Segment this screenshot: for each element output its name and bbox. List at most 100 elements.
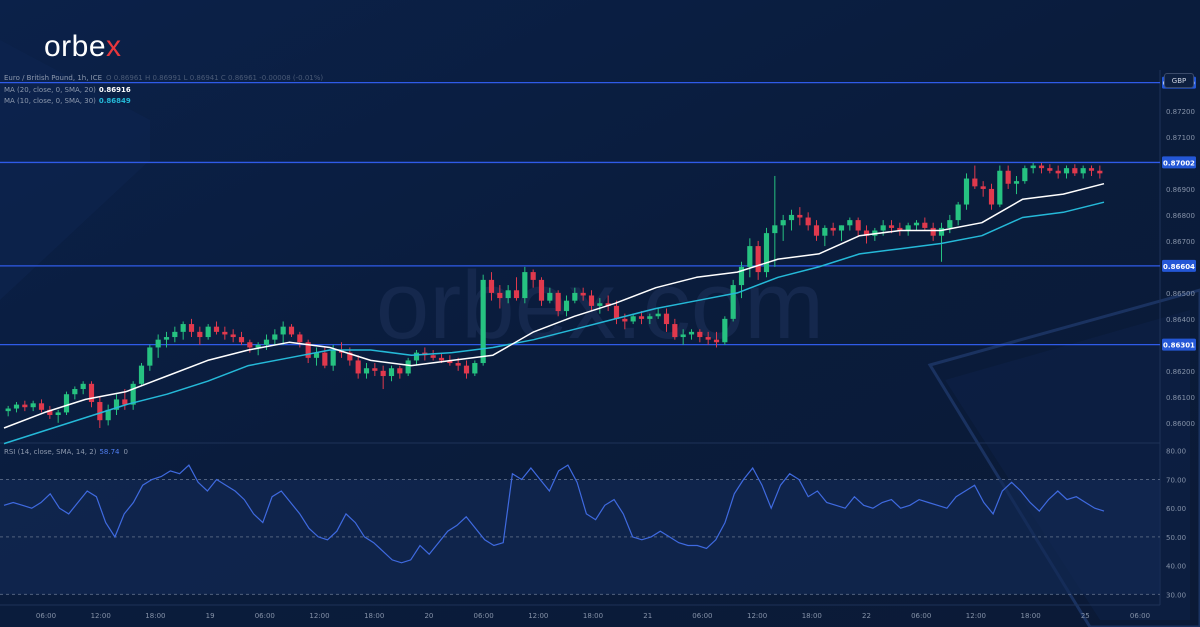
candle-body (197, 331, 203, 338)
candle-body (647, 316, 653, 319)
candle-body (163, 337, 170, 340)
price-tick-label: 0.86100 (1166, 394, 1195, 402)
candle-body (755, 246, 761, 273)
ma20-info: MA (20, close, 0, SMA, 20) 0.86916 (4, 86, 131, 94)
candle-body (605, 303, 611, 306)
candle-body (105, 409, 111, 421)
candle-body (447, 360, 453, 364)
candle-body (355, 360, 361, 374)
candle-body (530, 272, 536, 280)
candle-body (747, 246, 753, 267)
candle-body (455, 363, 461, 366)
ma10-info: MA (10, close, 0, SMA, 30) 0.86849 (4, 97, 131, 105)
candle-body (913, 222, 920, 226)
ma20-line (3, 182, 1105, 429)
candle-body (247, 342, 253, 348)
candle-body (905, 225, 911, 231)
candle-body (830, 227, 836, 231)
candle-body (938, 227, 945, 236)
candle-body (313, 352, 320, 358)
candle-body (405, 360, 411, 374)
candle-body (297, 334, 303, 343)
price-tick-label: 0.86000 (1166, 420, 1195, 428)
candle-body (205, 326, 211, 338)
candle-body (305, 342, 311, 358)
candle-body (1005, 170, 1011, 184)
time-tick-label: 06:00 (1130, 612, 1150, 620)
time-tick-label: 12:00 (528, 612, 548, 620)
candle-body (955, 204, 961, 221)
candle-body (388, 368, 395, 377)
candle-body (1080, 168, 1086, 174)
candle-body (180, 324, 186, 332)
currency-button[interactable]: GBP (1164, 73, 1194, 88)
candle-body (288, 326, 295, 335)
candle-body (505, 290, 511, 299)
candle-body (1055, 170, 1061, 174)
candle-body (580, 292, 586, 296)
candle-body (72, 389, 78, 395)
time-tick-label: 22 (862, 612, 871, 620)
candle-body (1088, 168, 1095, 171)
candle-body (788, 214, 795, 221)
rsi-extra: 0 (123, 448, 128, 456)
candle-body (880, 225, 886, 231)
symbol-info: Euro / British Pound, 1h, ICE O 0.86961 H… (4, 74, 323, 82)
candle-body (1030, 165, 1036, 169)
time-tick-label: 18:00 (1021, 612, 1041, 620)
candle-body (1072, 168, 1078, 174)
candle-body (680, 334, 686, 338)
candle-body (463, 365, 470, 374)
time-tick-label: 12:00 (747, 612, 767, 620)
candle-body (438, 357, 445, 361)
time-tick-label: 20 (424, 612, 433, 620)
candle-body (638, 316, 645, 319)
candle-body (738, 266, 745, 286)
candle-body (947, 220, 953, 228)
candle-body (713, 339, 720, 343)
candle-body (330, 350, 336, 366)
ohlc-values: O 0.86961 H 0.86991 L 0.86941 C 0.86961 … (106, 74, 324, 82)
ma20-value: 0.86916 (98, 86, 131, 94)
candle-body (572, 292, 578, 301)
candle-body (688, 331, 695, 335)
time-tick-label: 06:00 (255, 612, 275, 620)
candle-body (547, 292, 553, 301)
candle-body (263, 339, 270, 345)
ma10-value: 0.86849 (98, 97, 131, 105)
candle-body (230, 334, 236, 338)
candle-body (997, 170, 1003, 205)
candle-body (347, 352, 353, 361)
candle-body (563, 300, 570, 312)
candle-body (322, 352, 328, 366)
candle-body (480, 279, 486, 364)
rsi-line (3, 464, 1105, 564)
candle-body (772, 225, 778, 234)
ma10-line (3, 201, 1105, 445)
candle-body (55, 412, 61, 416)
candle-body (655, 313, 661, 317)
candle-body (372, 368, 378, 371)
level-badge (1162, 338, 1196, 351)
candle-body (80, 383, 86, 390)
candle-body (5, 408, 11, 412)
time-tick-label: 12:00 (966, 612, 986, 620)
rsi-tick-label: 80.00 (1166, 448, 1186, 456)
candle-body (847, 220, 853, 226)
candle-body (472, 363, 478, 374)
candle-body (1063, 168, 1070, 174)
price-tick-label: 0.86200 (1166, 368, 1195, 376)
candle-body (1047, 168, 1053, 171)
candle-body (697, 331, 703, 338)
symbol-label: Euro / British Pound, 1h, ICE (4, 74, 103, 82)
candle-body (797, 214, 803, 218)
candle-body (730, 285, 736, 319)
price-tick-label: 0.86700 (1166, 238, 1195, 246)
level-value: 0.86604 (1163, 263, 1195, 271)
candle-body (222, 331, 228, 335)
rsi-label: RSI (14, close, SMA, 14, 2) (4, 448, 97, 456)
candlestick-series (5, 162, 1103, 429)
candle-body (805, 217, 811, 226)
